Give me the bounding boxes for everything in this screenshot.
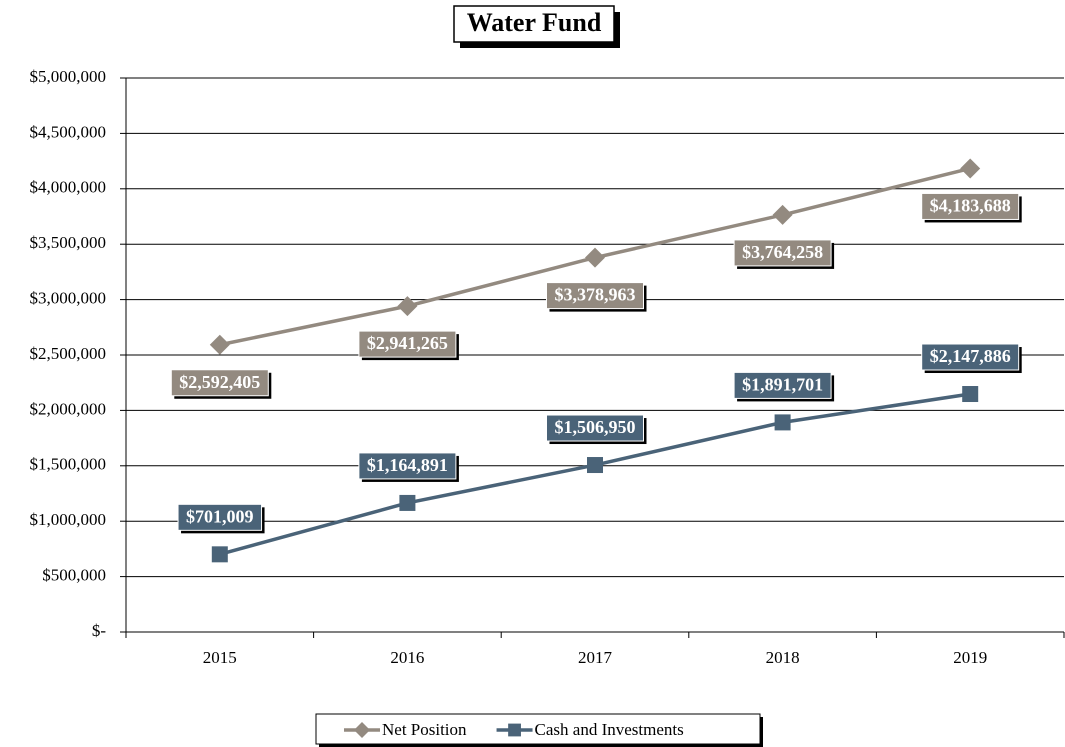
data-label-box bbox=[733, 371, 832, 399]
legend-shadow bbox=[760, 717, 763, 747]
data-label-box bbox=[733, 239, 832, 267]
data-label-text: $3,378,963 bbox=[555, 285, 636, 305]
x-tick-label: 2018 bbox=[766, 648, 800, 667]
y-tick-label: $4,000,000 bbox=[30, 178, 107, 197]
marker bbox=[399, 494, 416, 511]
data-label: $701,009 bbox=[177, 503, 265, 534]
chart-title: Water Fund bbox=[467, 8, 602, 37]
data-label: $3,378,963 bbox=[546, 282, 647, 312]
marker bbox=[960, 158, 981, 179]
title-box bbox=[453, 5, 615, 43]
data-label: $4,183,688 bbox=[921, 192, 1022, 223]
marker bbox=[211, 546, 228, 563]
data-label-text: $2,592,405 bbox=[179, 372, 260, 392]
data-label-box bbox=[177, 503, 263, 531]
data-label-box bbox=[546, 414, 644, 442]
y-tick-label: $1,000,000 bbox=[30, 510, 107, 529]
marker bbox=[585, 247, 605, 268]
data-label: $1,506,950 bbox=[546, 414, 647, 445]
data-label: $2,147,886 bbox=[921, 343, 1022, 374]
data-label-box bbox=[546, 282, 644, 310]
y-tick-label: $500,000 bbox=[42, 566, 106, 585]
data-label-box bbox=[358, 452, 457, 480]
x-tick-label: 2016 bbox=[390, 648, 424, 667]
y-tick-label: $2,500,000 bbox=[30, 344, 107, 363]
marker bbox=[962, 386, 979, 403]
marker bbox=[508, 723, 521, 737]
data-label: $2,941,265 bbox=[358, 330, 459, 361]
data-label: $1,164,891 bbox=[358, 452, 459, 482]
marker bbox=[209, 334, 230, 355]
legend-label: Net Position bbox=[382, 720, 467, 739]
x-tick-label: 2015 bbox=[203, 648, 237, 667]
marker bbox=[772, 204, 793, 225]
data-label-text: $1,506,950 bbox=[555, 417, 636, 437]
legend-shadow bbox=[319, 744, 763, 747]
marker bbox=[587, 457, 603, 474]
data-label-text: $1,891,701 bbox=[742, 375, 823, 395]
y-tick-label: $2,000,000 bbox=[30, 399, 107, 418]
y-tick-label: $3,000,000 bbox=[30, 289, 107, 308]
legend-box bbox=[315, 713, 761, 745]
x-tick-label: 2017 bbox=[578, 648, 613, 667]
data-label-text: $701,009 bbox=[186, 506, 254, 526]
data-label-box bbox=[170, 369, 269, 397]
data-label-box bbox=[921, 343, 1020, 371]
marker bbox=[397, 296, 418, 317]
data-label: $1,891,701 bbox=[733, 371, 835, 402]
data-label-text: $3,764,258 bbox=[742, 242, 823, 262]
y-tick-label: $1,500,000 bbox=[30, 455, 107, 474]
y-tick-label: $3,500,000 bbox=[30, 233, 107, 252]
data-label-text: $4,183,688 bbox=[930, 196, 1011, 216]
x-tick-label: 2019 bbox=[953, 648, 987, 667]
legend: Net Position Cash and Investments bbox=[315, 713, 763, 747]
marker bbox=[774, 414, 791, 431]
y-tick-label: $5,000,000 bbox=[30, 67, 107, 86]
data-label-text: $1,164,891 bbox=[367, 455, 448, 475]
data-label-box bbox=[358, 330, 457, 358]
data-label: $2,592,405 bbox=[170, 369, 272, 399]
data-label: $3,764,258 bbox=[733, 239, 835, 269]
data-label-text: $2,147,886 bbox=[930, 346, 1011, 366]
marker bbox=[354, 722, 370, 738]
data-label-box bbox=[921, 192, 1020, 220]
data-label-text: $2,941,265 bbox=[367, 333, 448, 353]
y-tick-label: $4,500,000 bbox=[30, 122, 107, 141]
y-tick-label: $- bbox=[92, 621, 107, 640]
legend-label: Cash and Investments bbox=[535, 720, 684, 739]
